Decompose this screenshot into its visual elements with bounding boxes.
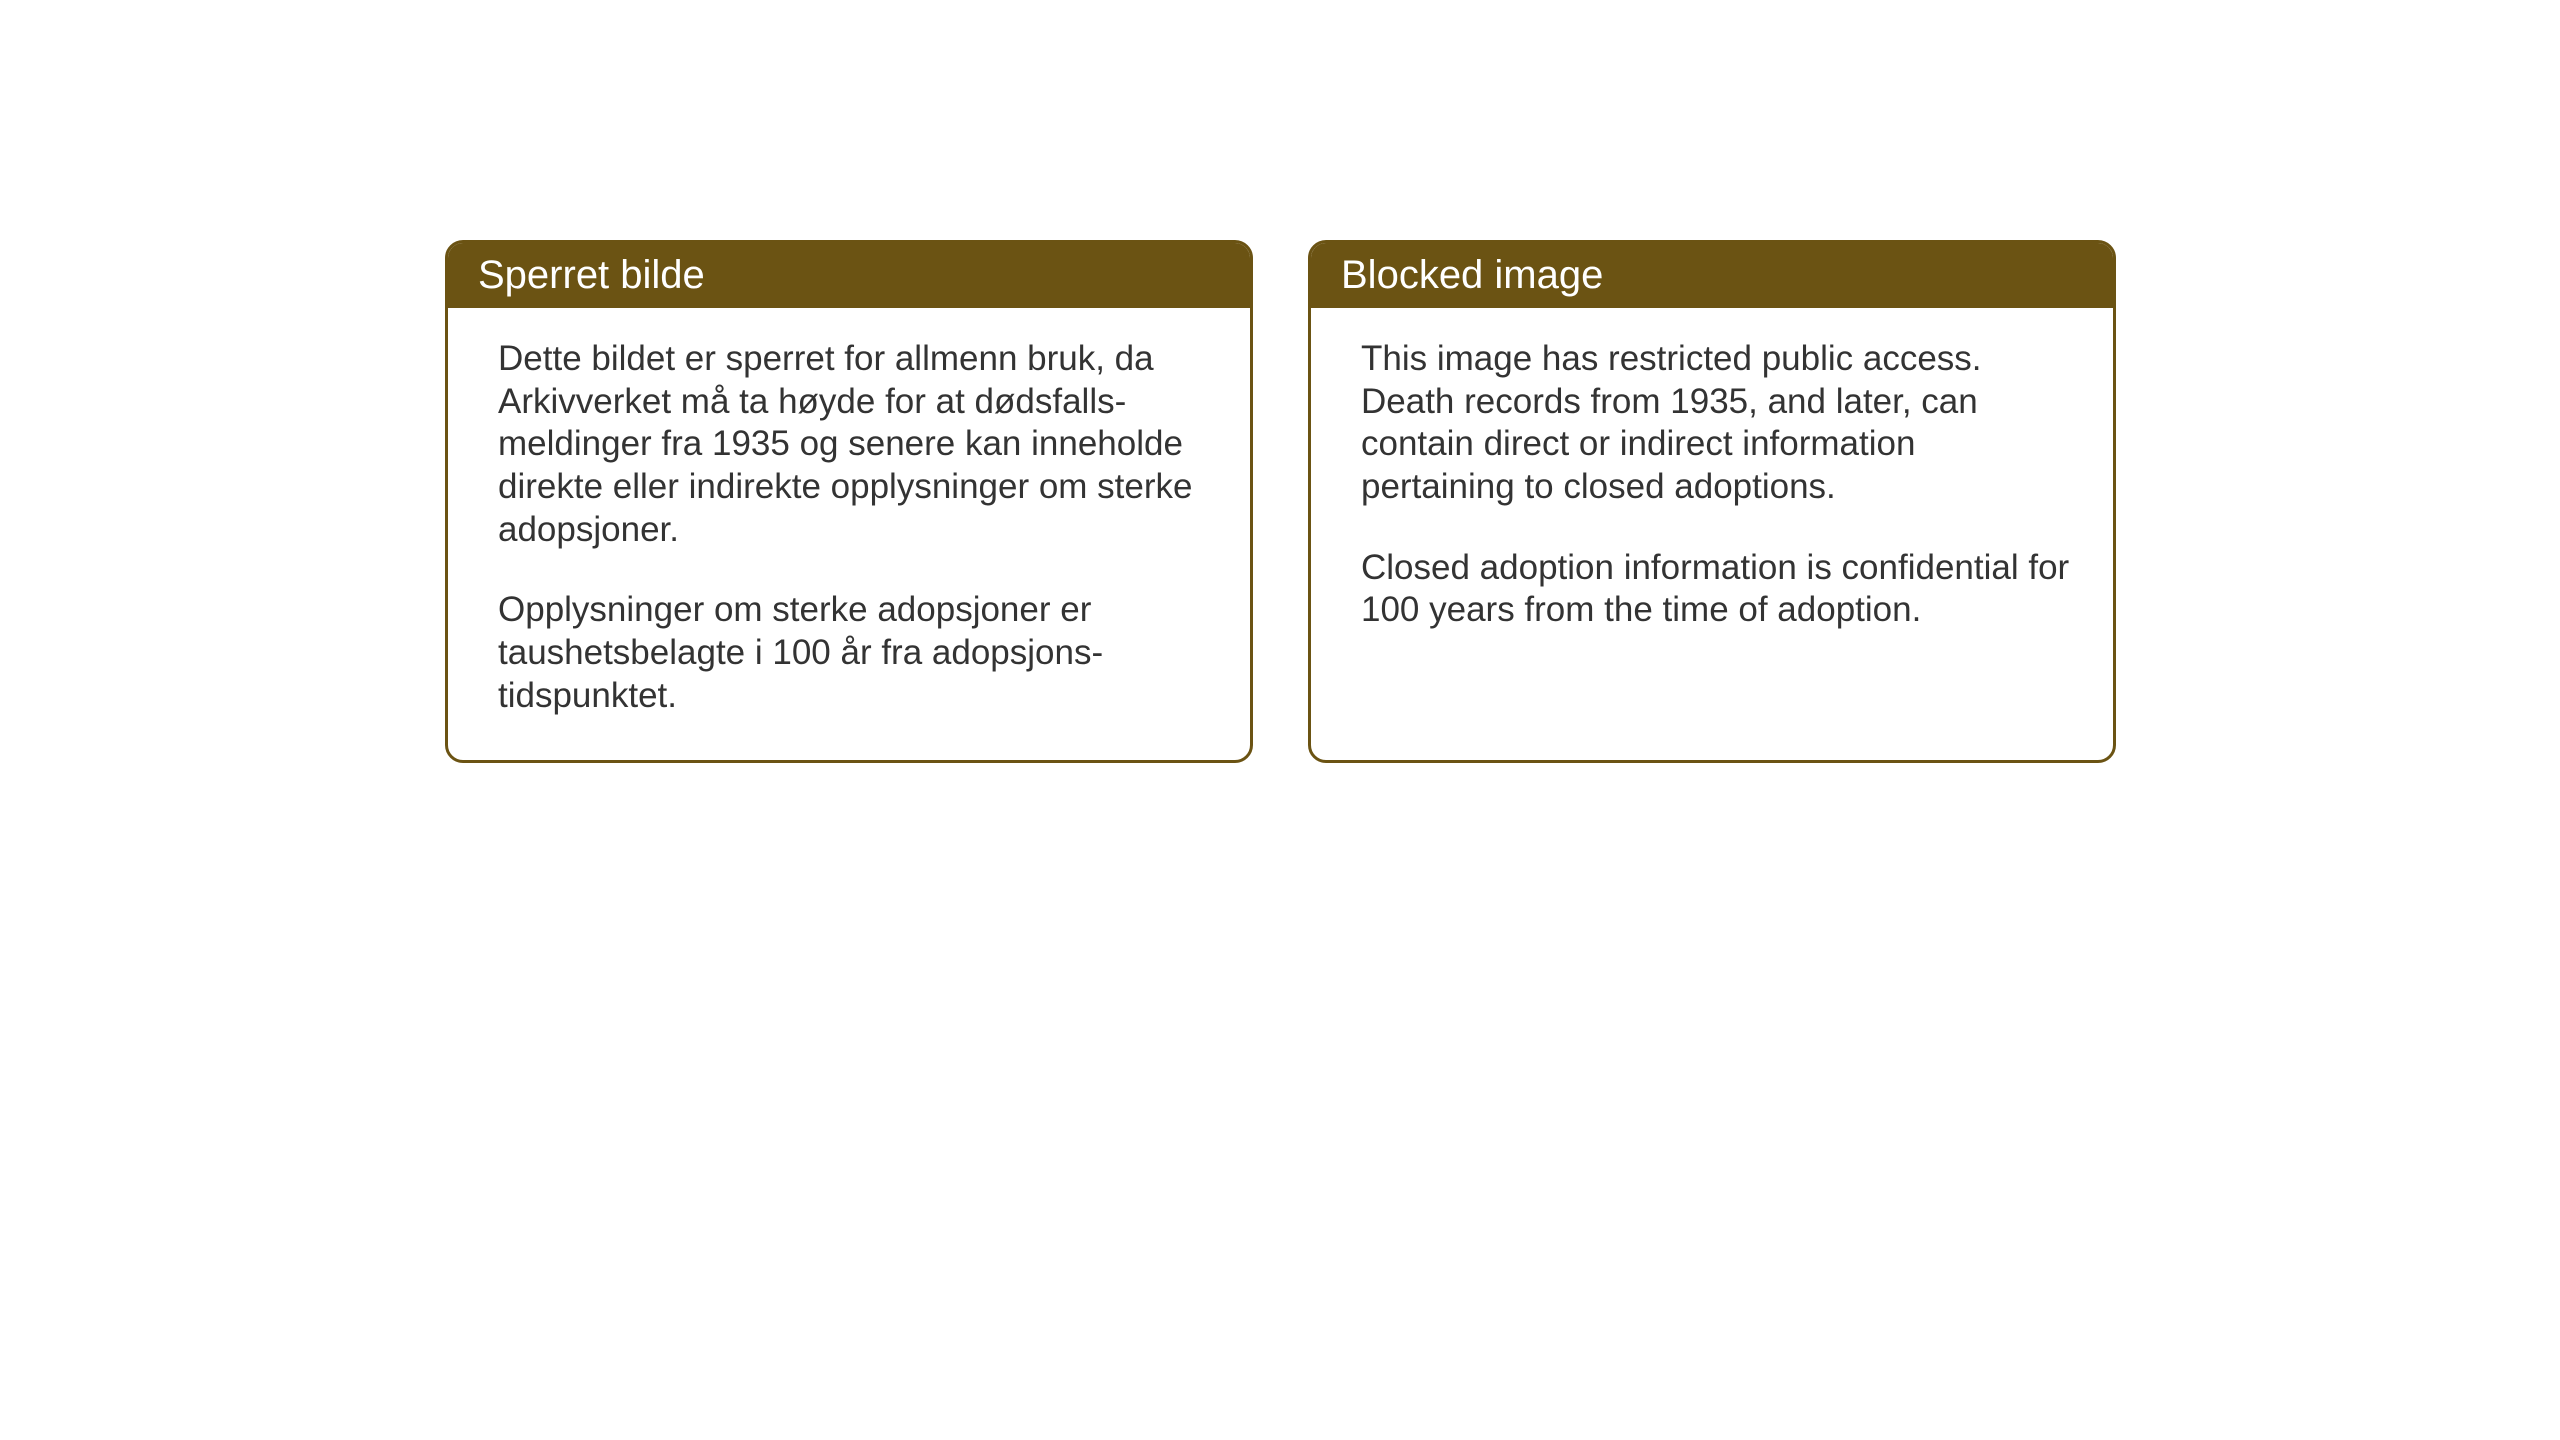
card-norwegian: Sperret bilde Dette bildet er sperret fo… — [445, 240, 1253, 763]
card-paragraph-1-norwegian: Dette bildet er sperret for allmenn bruk… — [498, 338, 1210, 551]
card-paragraph-2-norwegian: Opplysninger om sterke adopsjoner er tau… — [498, 589, 1210, 717]
card-paragraph-1-english: This image has restricted public access.… — [1361, 338, 2073, 509]
card-body-norwegian: Dette bildet er sperret for allmenn bruk… — [448, 308, 1250, 760]
card-paragraph-2-english: Closed adoption information is confident… — [1361, 547, 2073, 632]
cards-container: Sperret bilde Dette bildet er sperret fo… — [445, 240, 2560, 763]
card-body-english: This image has restricted public access.… — [1311, 308, 2113, 674]
card-title-english: Blocked image — [1341, 253, 1603, 297]
card-english: Blocked image This image has restricted … — [1308, 240, 2116, 763]
card-title-norwegian: Sperret bilde — [478, 253, 705, 297]
card-header-norwegian: Sperret bilde — [448, 243, 1250, 308]
card-header-english: Blocked image — [1311, 243, 2113, 308]
